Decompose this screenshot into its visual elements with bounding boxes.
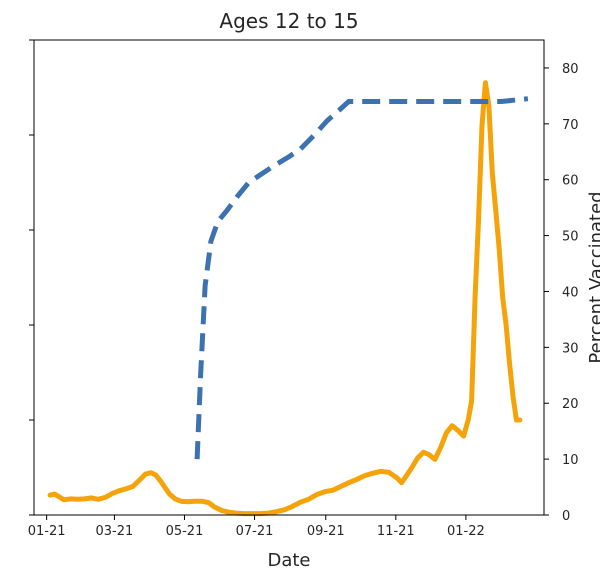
chart-title: Ages 12 to 15 xyxy=(219,9,358,33)
x-tick-label: 05-21 xyxy=(166,524,204,539)
x-axis-label: Date xyxy=(267,550,310,571)
y-right-tick-label: 30 xyxy=(562,341,579,356)
y-right-tick-label: 40 xyxy=(562,285,579,300)
chart-axes: 01-21 03-21 05-21 07-21 09-21 11-21 01-22 0 10 20… xyxy=(28,39,579,539)
series-line-1 xyxy=(47,80,523,517)
x-tick-label: 11-21 xyxy=(377,524,415,539)
y-axis-label-right: Percent Vaccinated xyxy=(586,191,600,363)
plot-frame xyxy=(33,39,545,516)
y-right-tick-label: 60 xyxy=(562,174,579,189)
y-right-tick-label: 70 xyxy=(562,118,579,133)
series-line-2 xyxy=(194,96,529,460)
y-right-tick-label: 80 xyxy=(562,62,579,77)
x-tick-label: 07-21 xyxy=(236,524,274,539)
x-tick-label: 01-22 xyxy=(447,524,485,539)
y-right-tick-label: 20 xyxy=(562,397,579,412)
x-tick-label: 03-21 xyxy=(96,524,134,539)
x-tick-label: 01-21 xyxy=(28,524,66,539)
y-right-tick-label: 50 xyxy=(562,230,579,245)
y-right-tick-label: 0 xyxy=(562,509,570,524)
x-tick-label: 09-21 xyxy=(307,524,345,539)
y-right-tick-label: 10 xyxy=(562,453,579,468)
chart-marks xyxy=(47,80,529,517)
